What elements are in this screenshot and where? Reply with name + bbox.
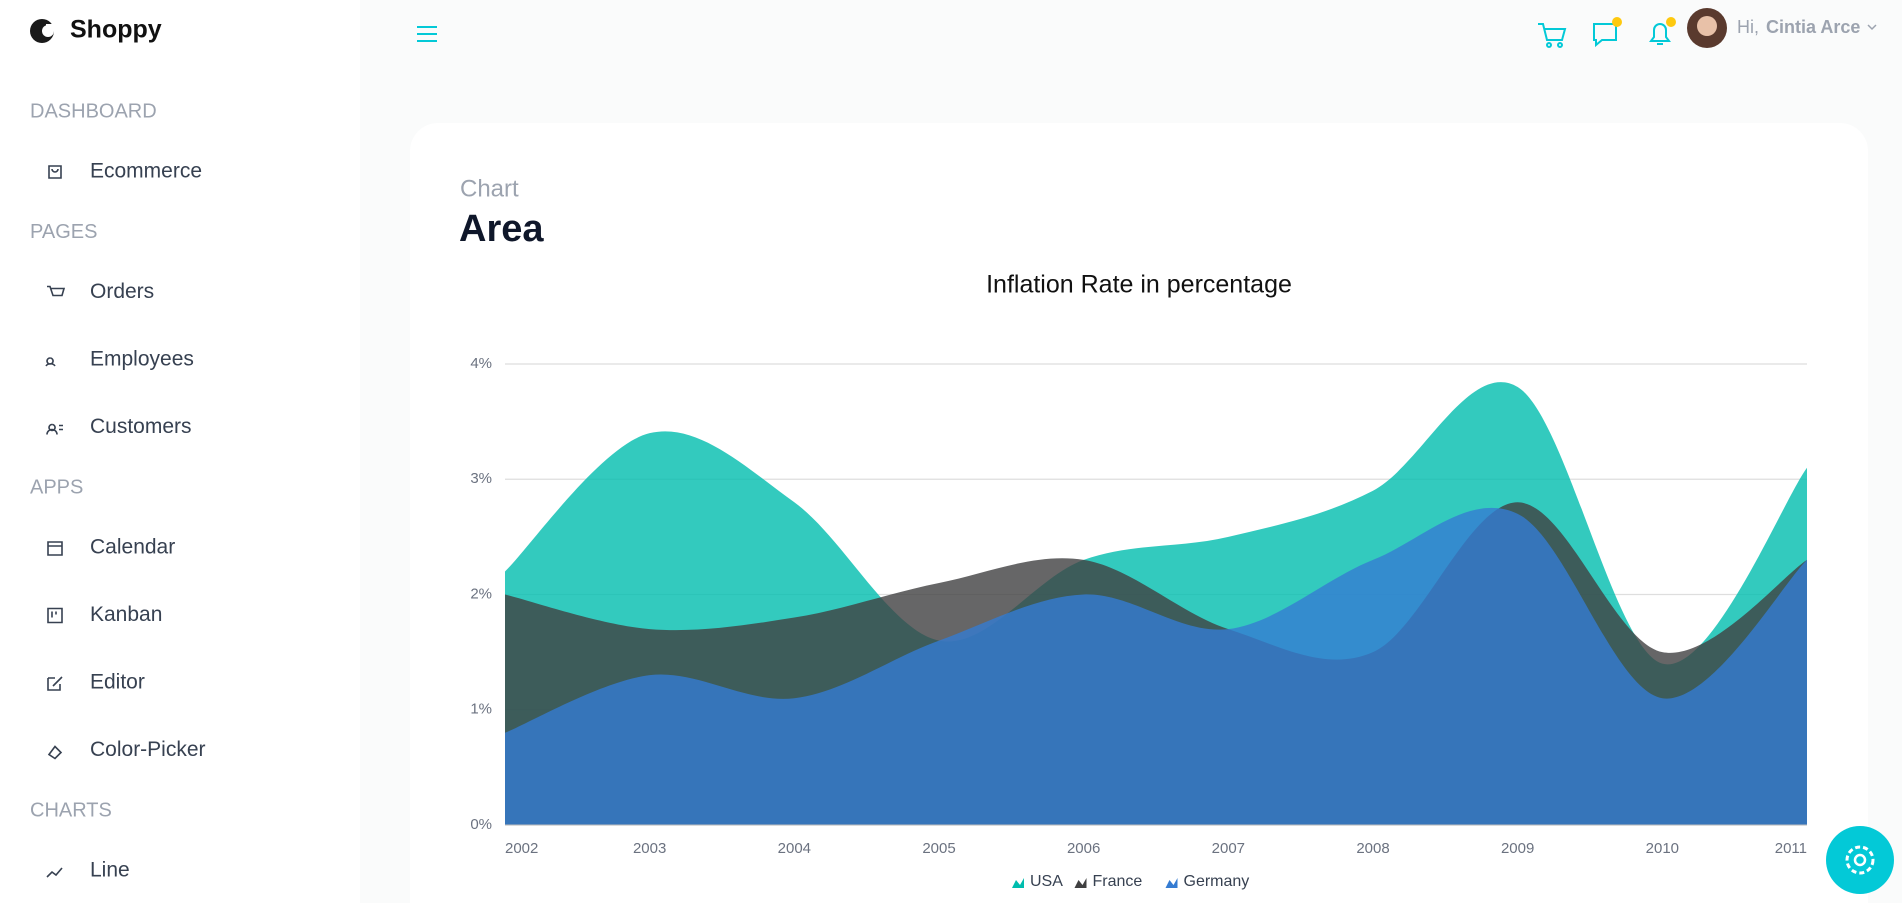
legend-label[interactable]: USA xyxy=(1030,873,1063,890)
x-tick-label: 2009 xyxy=(1501,840,1534,857)
x-tick-label: 2003 xyxy=(633,840,666,857)
y-tick-label: 4% xyxy=(470,355,492,372)
menu-item[interactable]: Line xyxy=(90,859,130,882)
menu-icon xyxy=(46,423,63,435)
legend-label[interactable]: France xyxy=(1093,873,1143,890)
sidebar-section: APPS xyxy=(30,476,83,498)
legend-icon[interactable] xyxy=(1012,878,1024,888)
y-tick-label: 2% xyxy=(470,585,492,602)
menu-item[interactable]: Calendar xyxy=(90,536,175,559)
menu-icon xyxy=(46,867,63,878)
menu-icon xyxy=(45,357,56,367)
menu-item[interactable]: Kanban xyxy=(90,603,162,626)
legend-icon[interactable] xyxy=(1074,878,1087,888)
menu-item[interactable]: Orders xyxy=(90,280,154,303)
x-tick-label: 2006 xyxy=(1067,840,1100,857)
menu-item[interactable]: Employees xyxy=(90,348,194,371)
hamburger[interactable] xyxy=(417,26,437,42)
cart-icon[interactable] xyxy=(1538,23,1567,48)
menu-icon xyxy=(47,607,63,624)
user-dropdown[interactable] xyxy=(1867,24,1877,31)
logo-icon[interactable] xyxy=(30,19,56,43)
bell-icon[interactable] xyxy=(1649,17,1676,45)
chat-icon[interactable] xyxy=(1593,17,1622,48)
x-tick-label: 2007 xyxy=(1212,840,1245,857)
y-tick-label: 1% xyxy=(470,701,492,718)
menu-icon xyxy=(48,165,62,179)
y-tick-label: 3% xyxy=(470,470,492,487)
user-name[interactable]: Cintia Arce xyxy=(1766,17,1860,37)
x-tick-label: 2008 xyxy=(1356,840,1389,857)
legend-icon[interactable] xyxy=(1165,878,1178,888)
sidebar-section: DASHBOARD xyxy=(30,100,157,122)
menu-icon xyxy=(47,285,66,297)
x-tick-label: 2005 xyxy=(922,840,955,857)
y-tick-label: 0% xyxy=(470,816,492,833)
legend-label[interactable]: Germany xyxy=(1184,873,1250,890)
settings-button[interactable] xyxy=(1826,826,1894,894)
menu-item[interactable]: Ecommerce xyxy=(90,160,202,183)
menu-icon xyxy=(47,745,63,760)
menu-item[interactable]: Editor xyxy=(90,671,145,694)
x-tick-label: 2011 xyxy=(1775,840,1807,857)
chart-title: Inflation Rate in percentage xyxy=(986,271,1292,299)
menu-item[interactable]: Color-Picker xyxy=(90,738,206,761)
menu-icon xyxy=(47,541,63,556)
area-series xyxy=(505,507,1807,825)
plot: 0% 1% 2% 3% 4% 2002 2003 2004 2005 2006 2007 2008 20… xyxy=(470,355,1807,890)
x-tick-label: 2002 xyxy=(505,840,538,857)
brand[interactable]: Shoppy xyxy=(70,16,162,44)
menu-icon xyxy=(47,676,63,691)
card-title: Area xyxy=(459,208,544,250)
menu-item[interactable]: Customers xyxy=(90,415,192,438)
sidebar-section: CHARTS xyxy=(30,799,112,821)
sidebar-section: PAGES xyxy=(30,221,97,243)
greeting: Hi, xyxy=(1737,17,1759,37)
legend: USA France Germany xyxy=(1012,873,1249,890)
x-tick-label: 2004 xyxy=(778,840,811,857)
x-tick-label: 2010 xyxy=(1646,840,1679,857)
sidebar xyxy=(0,0,360,903)
avatar[interactable] xyxy=(1687,8,1727,48)
card-category: Chart xyxy=(460,175,519,202)
